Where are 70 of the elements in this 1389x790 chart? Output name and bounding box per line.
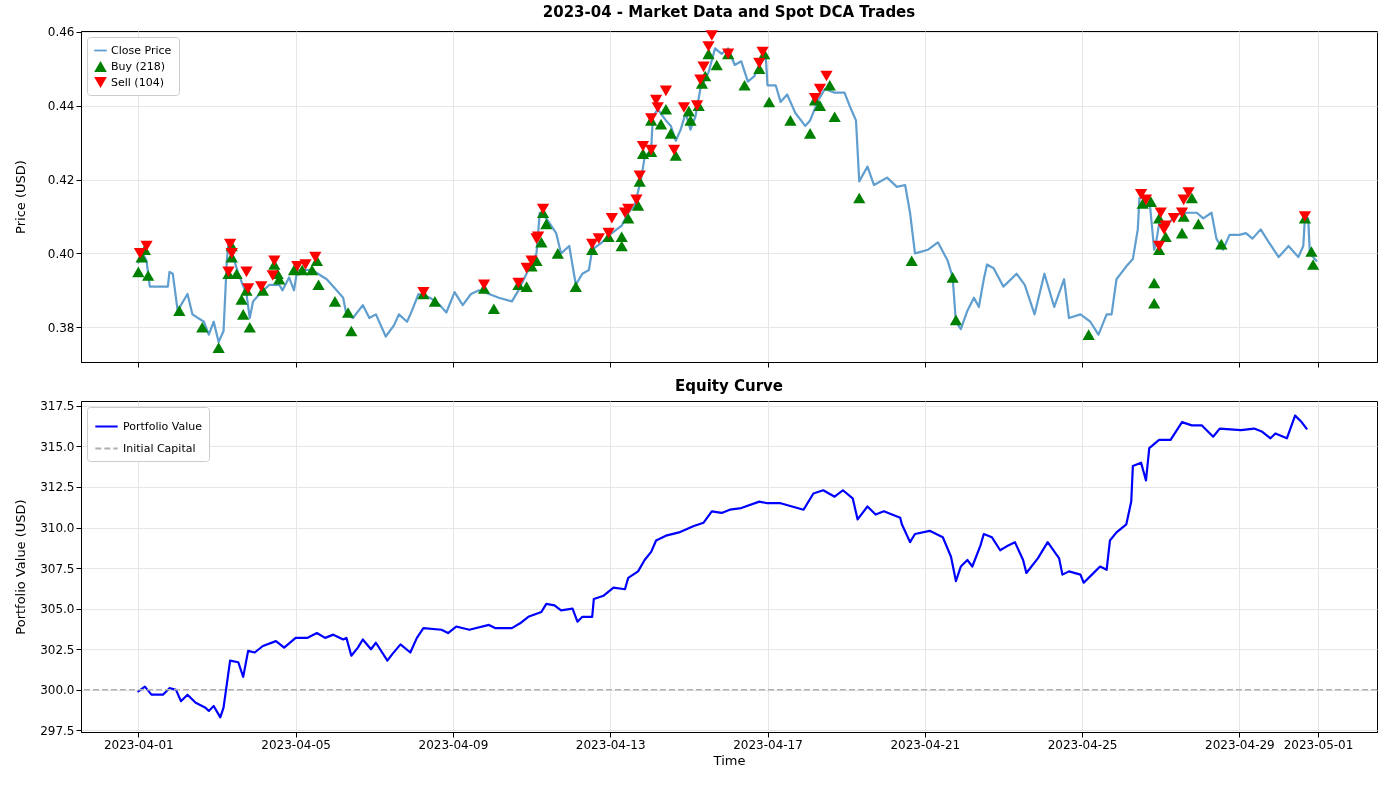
point — [820, 70, 833, 82]
y-tick-label: 310.0 — [40, 521, 75, 536]
point — [659, 85, 673, 97]
y-axis-title: Portfolio Value (USD) — [12, 499, 28, 635]
point — [1175, 207, 1189, 219]
point — [1182, 187, 1195, 198]
y-tick-label: 0.44 — [47, 99, 75, 114]
y-axis-title: Price (USD) — [12, 160, 28, 234]
point — [225, 248, 238, 259]
y-tick-label: 300.0 — [40, 683, 75, 698]
y-tick-label: 305.0 — [40, 602, 75, 617]
point — [753, 57, 766, 69]
point — [705, 30, 718, 41]
y-tick-label: 317.5 — [40, 399, 75, 414]
point — [268, 255, 281, 267]
y-tick-label: 0.42 — [47, 173, 75, 188]
point — [694, 74, 707, 86]
x-tick-label: 2023-04-21 — [890, 737, 961, 752]
y-tick-label: 0.40 — [47, 246, 75, 261]
y-tick-label: 307.5 — [40, 561, 75, 576]
x-tick-label: 2023-05-01 — [1283, 737, 1354, 752]
legend-label: Initial Capital — [123, 441, 196, 455]
point — [636, 140, 650, 152]
point — [525, 255, 538, 267]
legend-label: Sell (104) — [111, 75, 164, 89]
point — [605, 212, 618, 224]
x-tick-label: 2023-04-01 — [103, 737, 174, 752]
legend-label: Close Price — [111, 43, 172, 57]
point — [651, 102, 664, 113]
y-tick-label: 302.5 — [40, 642, 75, 657]
point — [602, 227, 615, 239]
chart-title: Equity Curve — [674, 376, 784, 395]
point — [677, 102, 691, 113]
point — [266, 270, 279, 281]
x-tick-label: 2023-04-29 — [1205, 737, 1275, 752]
point — [520, 262, 533, 274]
y-tick-label: 0.38 — [47, 320, 75, 335]
point — [1167, 212, 1180, 224]
point — [240, 266, 253, 278]
point — [630, 194, 643, 206]
point — [702, 41, 715, 52]
point — [1159, 220, 1172, 231]
point — [1154, 207, 1167, 219]
y-tick-label: 297.5 — [40, 723, 75, 738]
point — [633, 170, 646, 182]
point — [299, 259, 312, 270]
x-axis-title: Time — [712, 752, 746, 768]
point — [1152, 240, 1166, 252]
point — [536, 203, 550, 215]
y-tick-label: 315.0 — [40, 439, 75, 454]
x-tick-label: 2023-04-05 — [261, 737, 332, 752]
legend-label: Portfolio Value — [123, 419, 203, 433]
point — [133, 248, 147, 259]
x-tick-label: 2023-04-09 — [418, 737, 489, 752]
point — [697, 61, 710, 73]
legend-label: Buy (218) — [111, 59, 166, 73]
point — [592, 233, 605, 244]
point — [309, 251, 322, 263]
y-tick-label: 0.46 — [47, 25, 75, 40]
point — [622, 203, 635, 215]
point — [477, 279, 491, 291]
x-tick-label: 2023-04-13 — [575, 737, 646, 752]
x-tick-label: 2023-04-17 — [733, 737, 803, 752]
y-tick-label: 312.5 — [40, 480, 75, 495]
point — [255, 281, 268, 292]
point — [667, 144, 681, 156]
chart-title: 2023-04 - Market Data and Spot DCA Trades — [542, 2, 916, 21]
point — [140, 240, 153, 252]
x-tick-label: 2023-04-25 — [1047, 737, 1118, 752]
point — [813, 83, 827, 95]
